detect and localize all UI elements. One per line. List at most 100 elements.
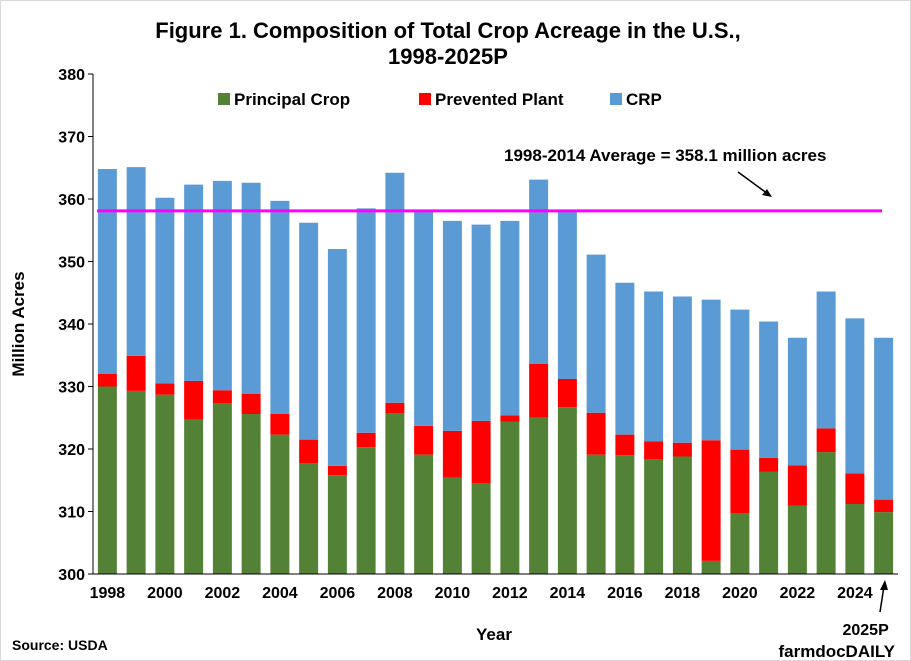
x-tick-label: 2006 <box>320 585 356 602</box>
bar-segment <box>327 249 347 466</box>
y-tick-label: 380 <box>58 67 85 84</box>
bar-segment <box>155 197 175 384</box>
bar-segment <box>701 299 721 441</box>
bar-segment <box>730 449 750 514</box>
bar-segment <box>874 337 894 500</box>
bar-segment <box>672 442 692 457</box>
annotation-arrowhead <box>762 189 772 197</box>
bar-segment <box>701 440 721 561</box>
bar-segment <box>644 441 664 459</box>
source: Source: USDA <box>12 637 108 653</box>
x-tick-label: 2018 <box>665 585 701 602</box>
bar-segment <box>500 415 520 422</box>
bar-segment <box>414 425 434 455</box>
bar-segment <box>126 167 146 356</box>
bar-segment <box>327 465 347 476</box>
bar-segment <box>212 403 232 574</box>
bar-segment <box>299 222 319 440</box>
bar-segment <box>241 182 261 394</box>
bar-segment <box>270 200 290 414</box>
chart-title: 1998-2025P <box>388 44 508 69</box>
bar-segment <box>356 432 376 448</box>
bar-segment <box>270 414 290 435</box>
x-tick-label: 2008 <box>377 585 413 602</box>
bar-segment <box>184 419 204 574</box>
legend-swatch <box>610 93 622 105</box>
bar-segment <box>529 179 549 364</box>
bar-segment <box>471 224 491 421</box>
bar-segment <box>184 184 204 381</box>
bar-segment <box>586 454 606 574</box>
y-tick-label: 350 <box>58 255 85 272</box>
bar-segment <box>385 172 405 403</box>
bar-segment <box>97 169 117 374</box>
x-axis-label: Year <box>476 625 512 644</box>
bar-segment <box>730 513 750 574</box>
bar-segment <box>212 390 232 404</box>
bar-segment <box>557 210 577 379</box>
bar-segment <box>759 321 779 458</box>
x-tick-label: 2024 <box>837 585 873 602</box>
bar-segment <box>874 512 894 574</box>
bar-segment <box>557 407 577 574</box>
y-tick-label: 330 <box>58 380 85 397</box>
y-tick-label: 320 <box>58 442 85 459</box>
bar-segment <box>816 291 836 429</box>
bar-segment <box>586 412 606 455</box>
bar-segment <box>385 413 405 574</box>
logo: farmdocDAILY <box>778 642 895 661</box>
bar-segment <box>212 180 232 391</box>
bar-segment <box>730 309 750 450</box>
bar-segment <box>500 220 520 416</box>
x-tick-label: 2012 <box>492 585 528 602</box>
x-tick-label: 2014 <box>550 585 586 602</box>
bar-segment <box>414 454 434 574</box>
y-tick-label: 360 <box>58 192 85 209</box>
bar-segment <box>126 355 146 391</box>
annotation-arrow <box>879 585 885 613</box>
y-tick-label: 370 <box>58 130 85 147</box>
y-tick-label: 340 <box>58 317 85 334</box>
bar-segment <box>787 505 807 574</box>
bar-segment <box>787 337 807 466</box>
bar-segment <box>356 447 376 574</box>
bar-segment <box>672 296 692 443</box>
bar-segment <box>126 390 146 574</box>
bar-segment <box>471 420 491 484</box>
annotation-arrowhead <box>880 580 888 590</box>
y-axis-label: Million Acres <box>9 271 28 376</box>
chart-title: Figure 1. Composition of Total Crop Acre… <box>155 18 740 43</box>
legend-label: Prevented Plant <box>435 90 564 109</box>
bar-segment <box>529 417 549 574</box>
bar-segment <box>615 455 635 574</box>
bar-segment <box>270 434 290 574</box>
x-tick-label: 2000 <box>147 585 183 602</box>
y-tick-label: 310 <box>58 505 85 522</box>
bar-segment <box>759 471 779 574</box>
bar-segment <box>644 459 664 574</box>
bar-segment <box>97 374 117 387</box>
bar-segment <box>615 282 635 435</box>
bar-segment <box>299 463 319 574</box>
bar-segment <box>155 383 175 395</box>
bar-segment <box>184 380 204 420</box>
bar-segment <box>442 430 462 478</box>
reference-label: 1998-2014 Average = 358.1 million acres <box>504 146 826 165</box>
bar-segment <box>874 499 894 513</box>
bar-segment <box>816 428 836 453</box>
x-tick-label: 2025P <box>842 622 889 639</box>
bar-segment <box>586 254 606 413</box>
bar-segment <box>385 402 405 414</box>
legend-label: CRP <box>626 90 662 109</box>
bar-segment <box>672 456 692 574</box>
bar-segment <box>414 210 434 426</box>
x-tick-label: 2010 <box>435 585 471 602</box>
legend-label: Principal Crop <box>234 90 350 109</box>
bar-segment <box>845 473 865 504</box>
bar-segment <box>241 414 261 574</box>
y-tick-label: 300 <box>58 567 85 584</box>
x-tick-label: 2002 <box>205 585 241 602</box>
bar-segment <box>759 457 779 472</box>
x-tick-label: 2004 <box>262 585 298 602</box>
bar-segment <box>299 439 319 464</box>
